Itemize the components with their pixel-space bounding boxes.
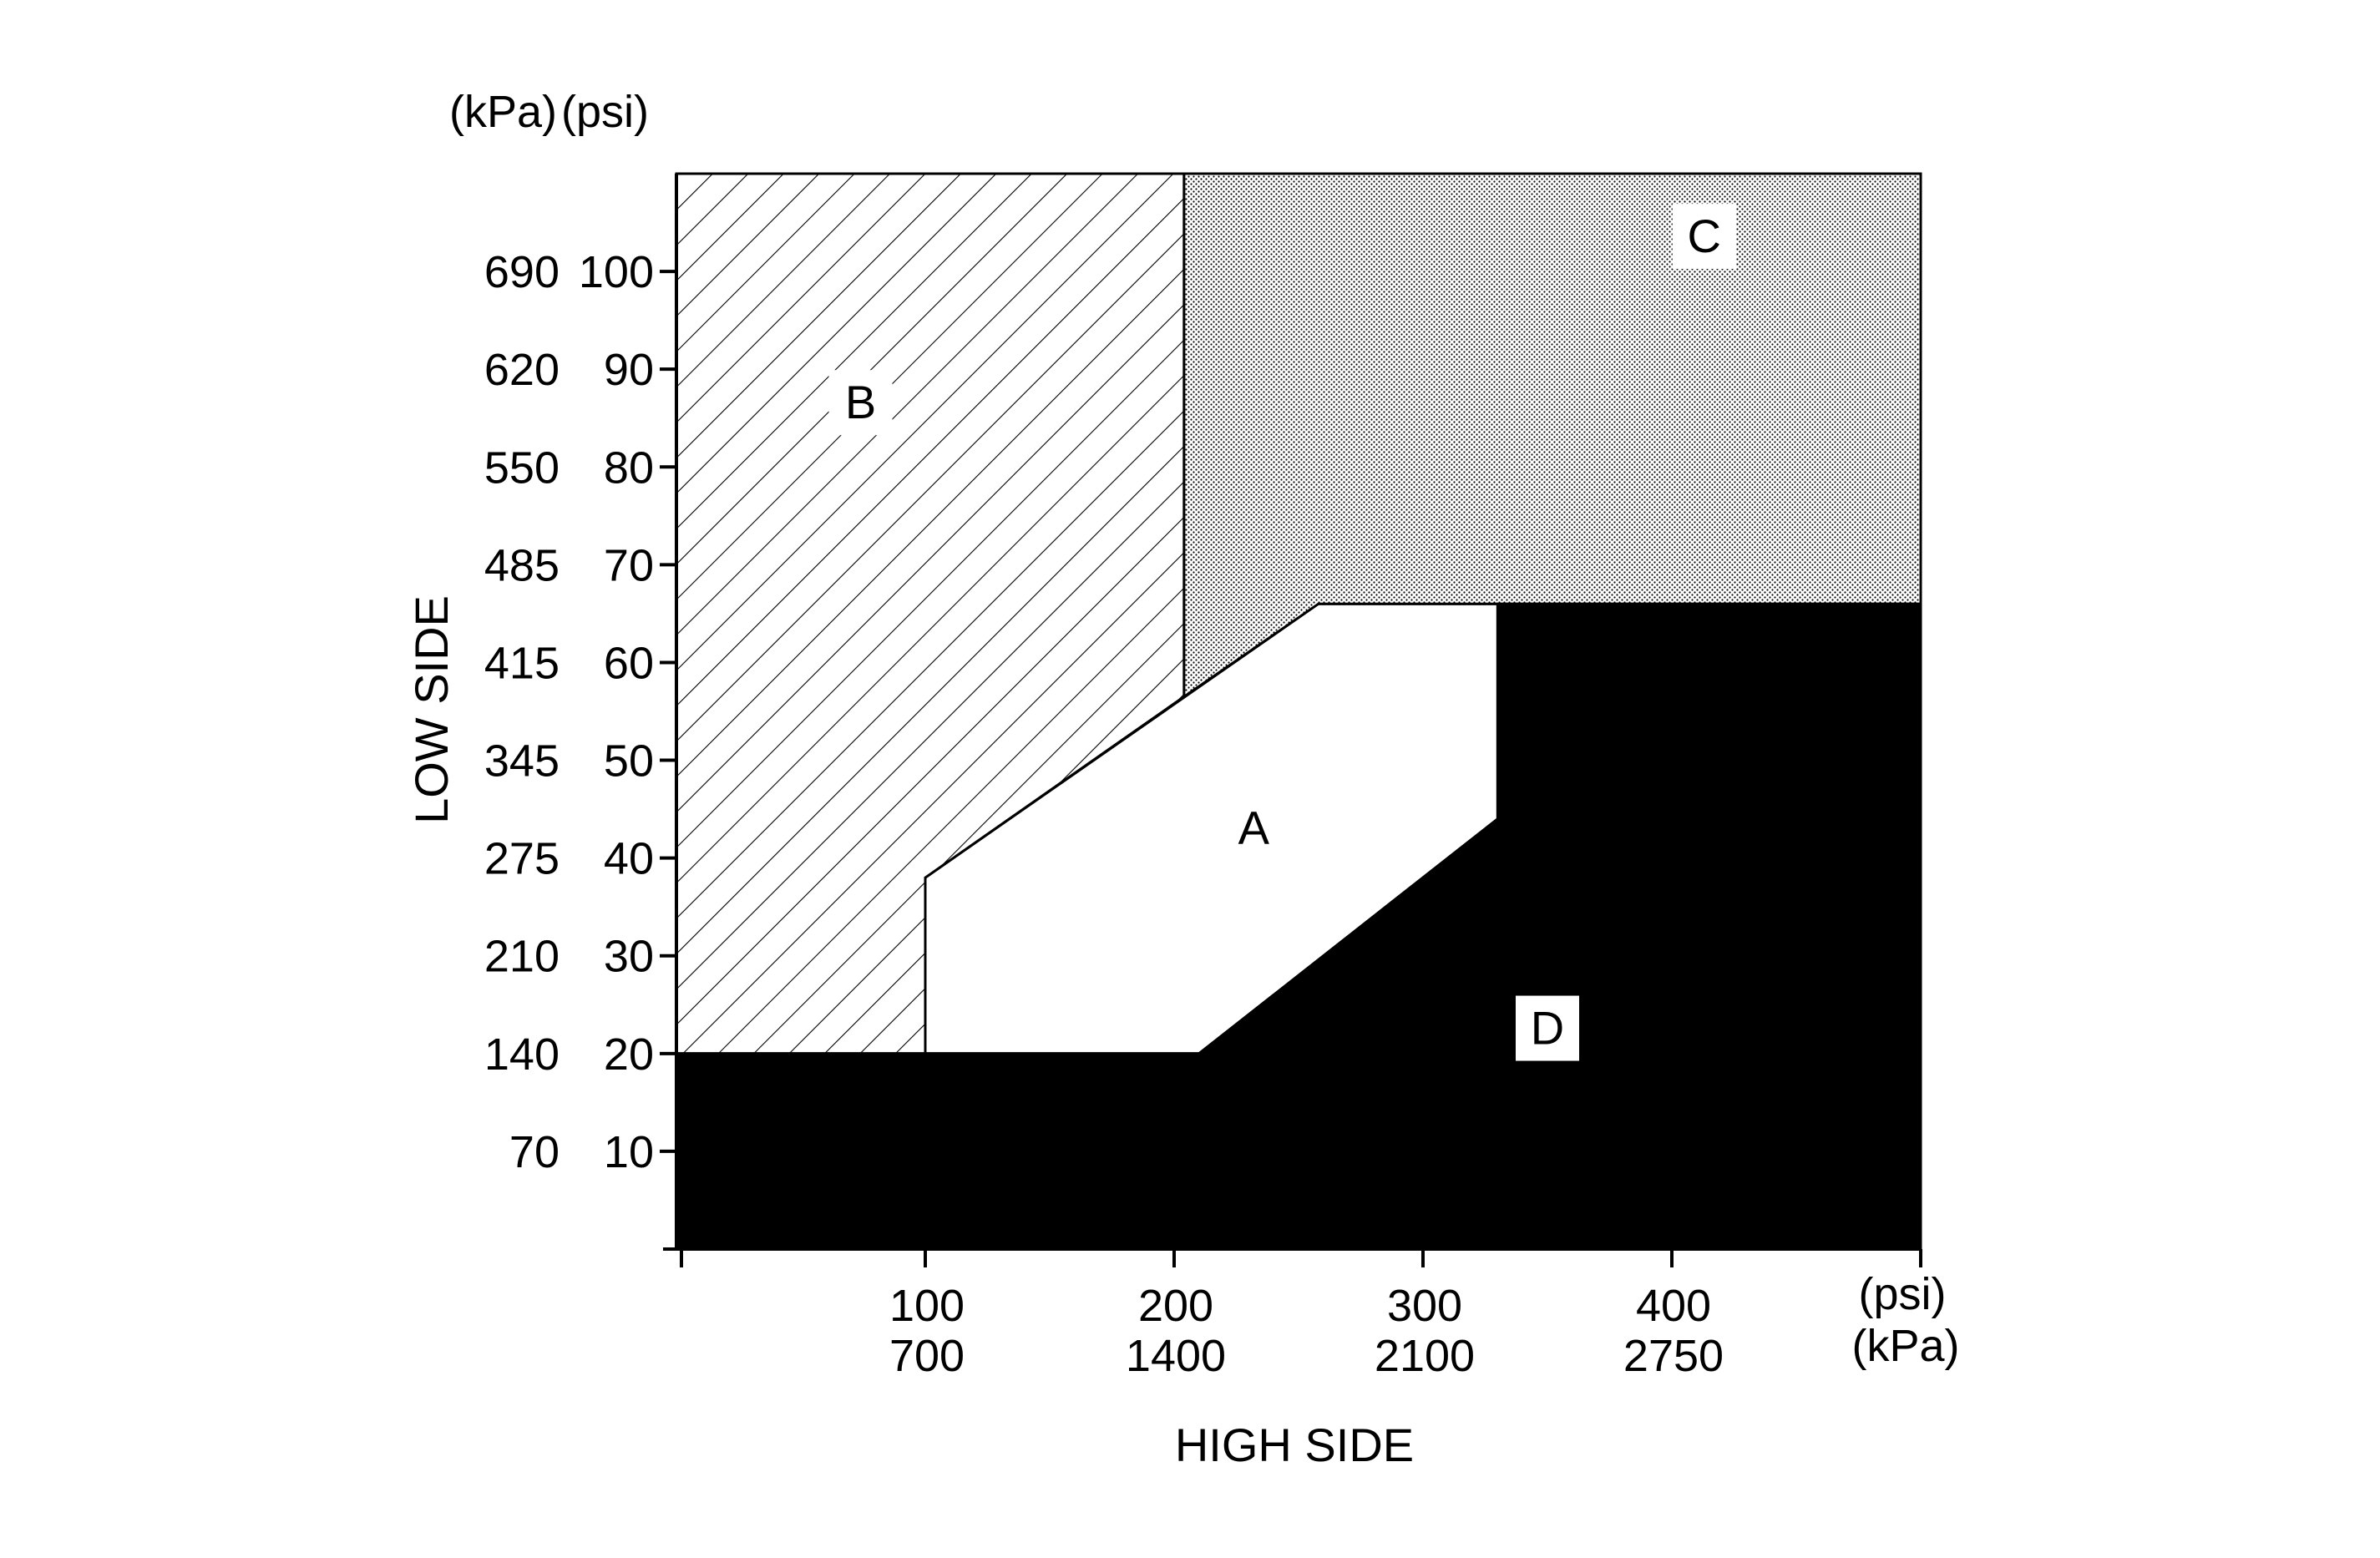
y-tick-label-kpa: 620 — [484, 345, 560, 395]
region-c-label-group: C — [1672, 204, 1736, 270]
region-c-label: C — [1688, 210, 1721, 262]
y-tick-label-psi: 90 — [604, 345, 654, 395]
region-label-box — [1222, 795, 1286, 861]
x-tick-label-kpa: 2100 — [1375, 1331, 1475, 1381]
region-c — [1182, 172, 1922, 700]
x-tick-label-psi: 100 — [889, 1281, 965, 1331]
x-tick-label-kpa: 700 — [889, 1331, 965, 1381]
y-tick-label-kpa: 415 — [484, 638, 560, 688]
y-tick-label-psi: 10 — [604, 1127, 654, 1177]
labels-layer: A B C D — [828, 204, 1736, 1061]
x-tick-label-psi: 300 — [1387, 1281, 1462, 1331]
y-tick-label-psi: 100 — [579, 247, 654, 297]
region-b-label: B — [845, 376, 876, 428]
y-tick-label-kpa: 550 — [484, 443, 560, 493]
region-label-box — [1672, 204, 1736, 270]
region-a-label: A — [1238, 802, 1270, 854]
x-tick-label-kpa: 1400 — [1126, 1331, 1226, 1381]
y-tick-label-kpa: 275 — [484, 834, 560, 884]
y-tick-label-psi: 30 — [604, 932, 654, 982]
region-d-label: D — [1531, 1002, 1564, 1055]
y-tick-label-kpa: 210 — [484, 932, 560, 982]
y-tick-label-psi: 50 — [604, 736, 654, 787]
y-tick-label-kpa: 140 — [484, 1029, 560, 1080]
region-label-box — [1516, 995, 1579, 1061]
x-tick-label-psi: 400 — [1636, 1281, 1711, 1331]
region-b-label-group: B — [828, 370, 893, 436]
regions-layer — [675, 172, 1922, 1251]
x-tick-label-psi: 200 — [1138, 1281, 1213, 1331]
y-tick-label-psi: 70 — [604, 540, 654, 590]
region-d-label-group: D — [1516, 995, 1579, 1061]
region-d — [675, 602, 1922, 1251]
y-tick-label-psi: 80 — [604, 443, 654, 493]
y-axis-title: LOW SIDE — [405, 595, 458, 824]
region-a-label-group: A — [1222, 795, 1286, 861]
y-tick-label-kpa: 485 — [484, 540, 560, 590]
y-tick-label-psi: 40 — [604, 834, 654, 884]
x-unit-psi: (psi) — [1859, 1269, 1947, 1319]
y-tick-label-psi: 20 — [604, 1029, 654, 1080]
x-tick-label-kpa: 2750 — [1623, 1331, 1724, 1381]
y-tick-label-kpa: 345 — [484, 736, 560, 787]
x-unit-kpa: (kPa) — [1851, 1321, 1959, 1371]
axes-layer: 10 70 20 140 30 210 40 275 50 345 60 415 70 485 80 550 9… — [484, 174, 1922, 1381]
region-label-box — [828, 370, 893, 436]
y-unit-psi-header: (psi) — [561, 87, 649, 137]
y-tick-label-kpa: 690 — [484, 247, 560, 297]
y-unit-kpa-header: (kPa) — [449, 87, 557, 137]
y-tick-label-psi: 60 — [604, 638, 654, 688]
x-axis-title: HIGH SIDE — [1175, 1419, 1414, 1471]
y-tick-label-kpa: 70 — [509, 1127, 560, 1177]
